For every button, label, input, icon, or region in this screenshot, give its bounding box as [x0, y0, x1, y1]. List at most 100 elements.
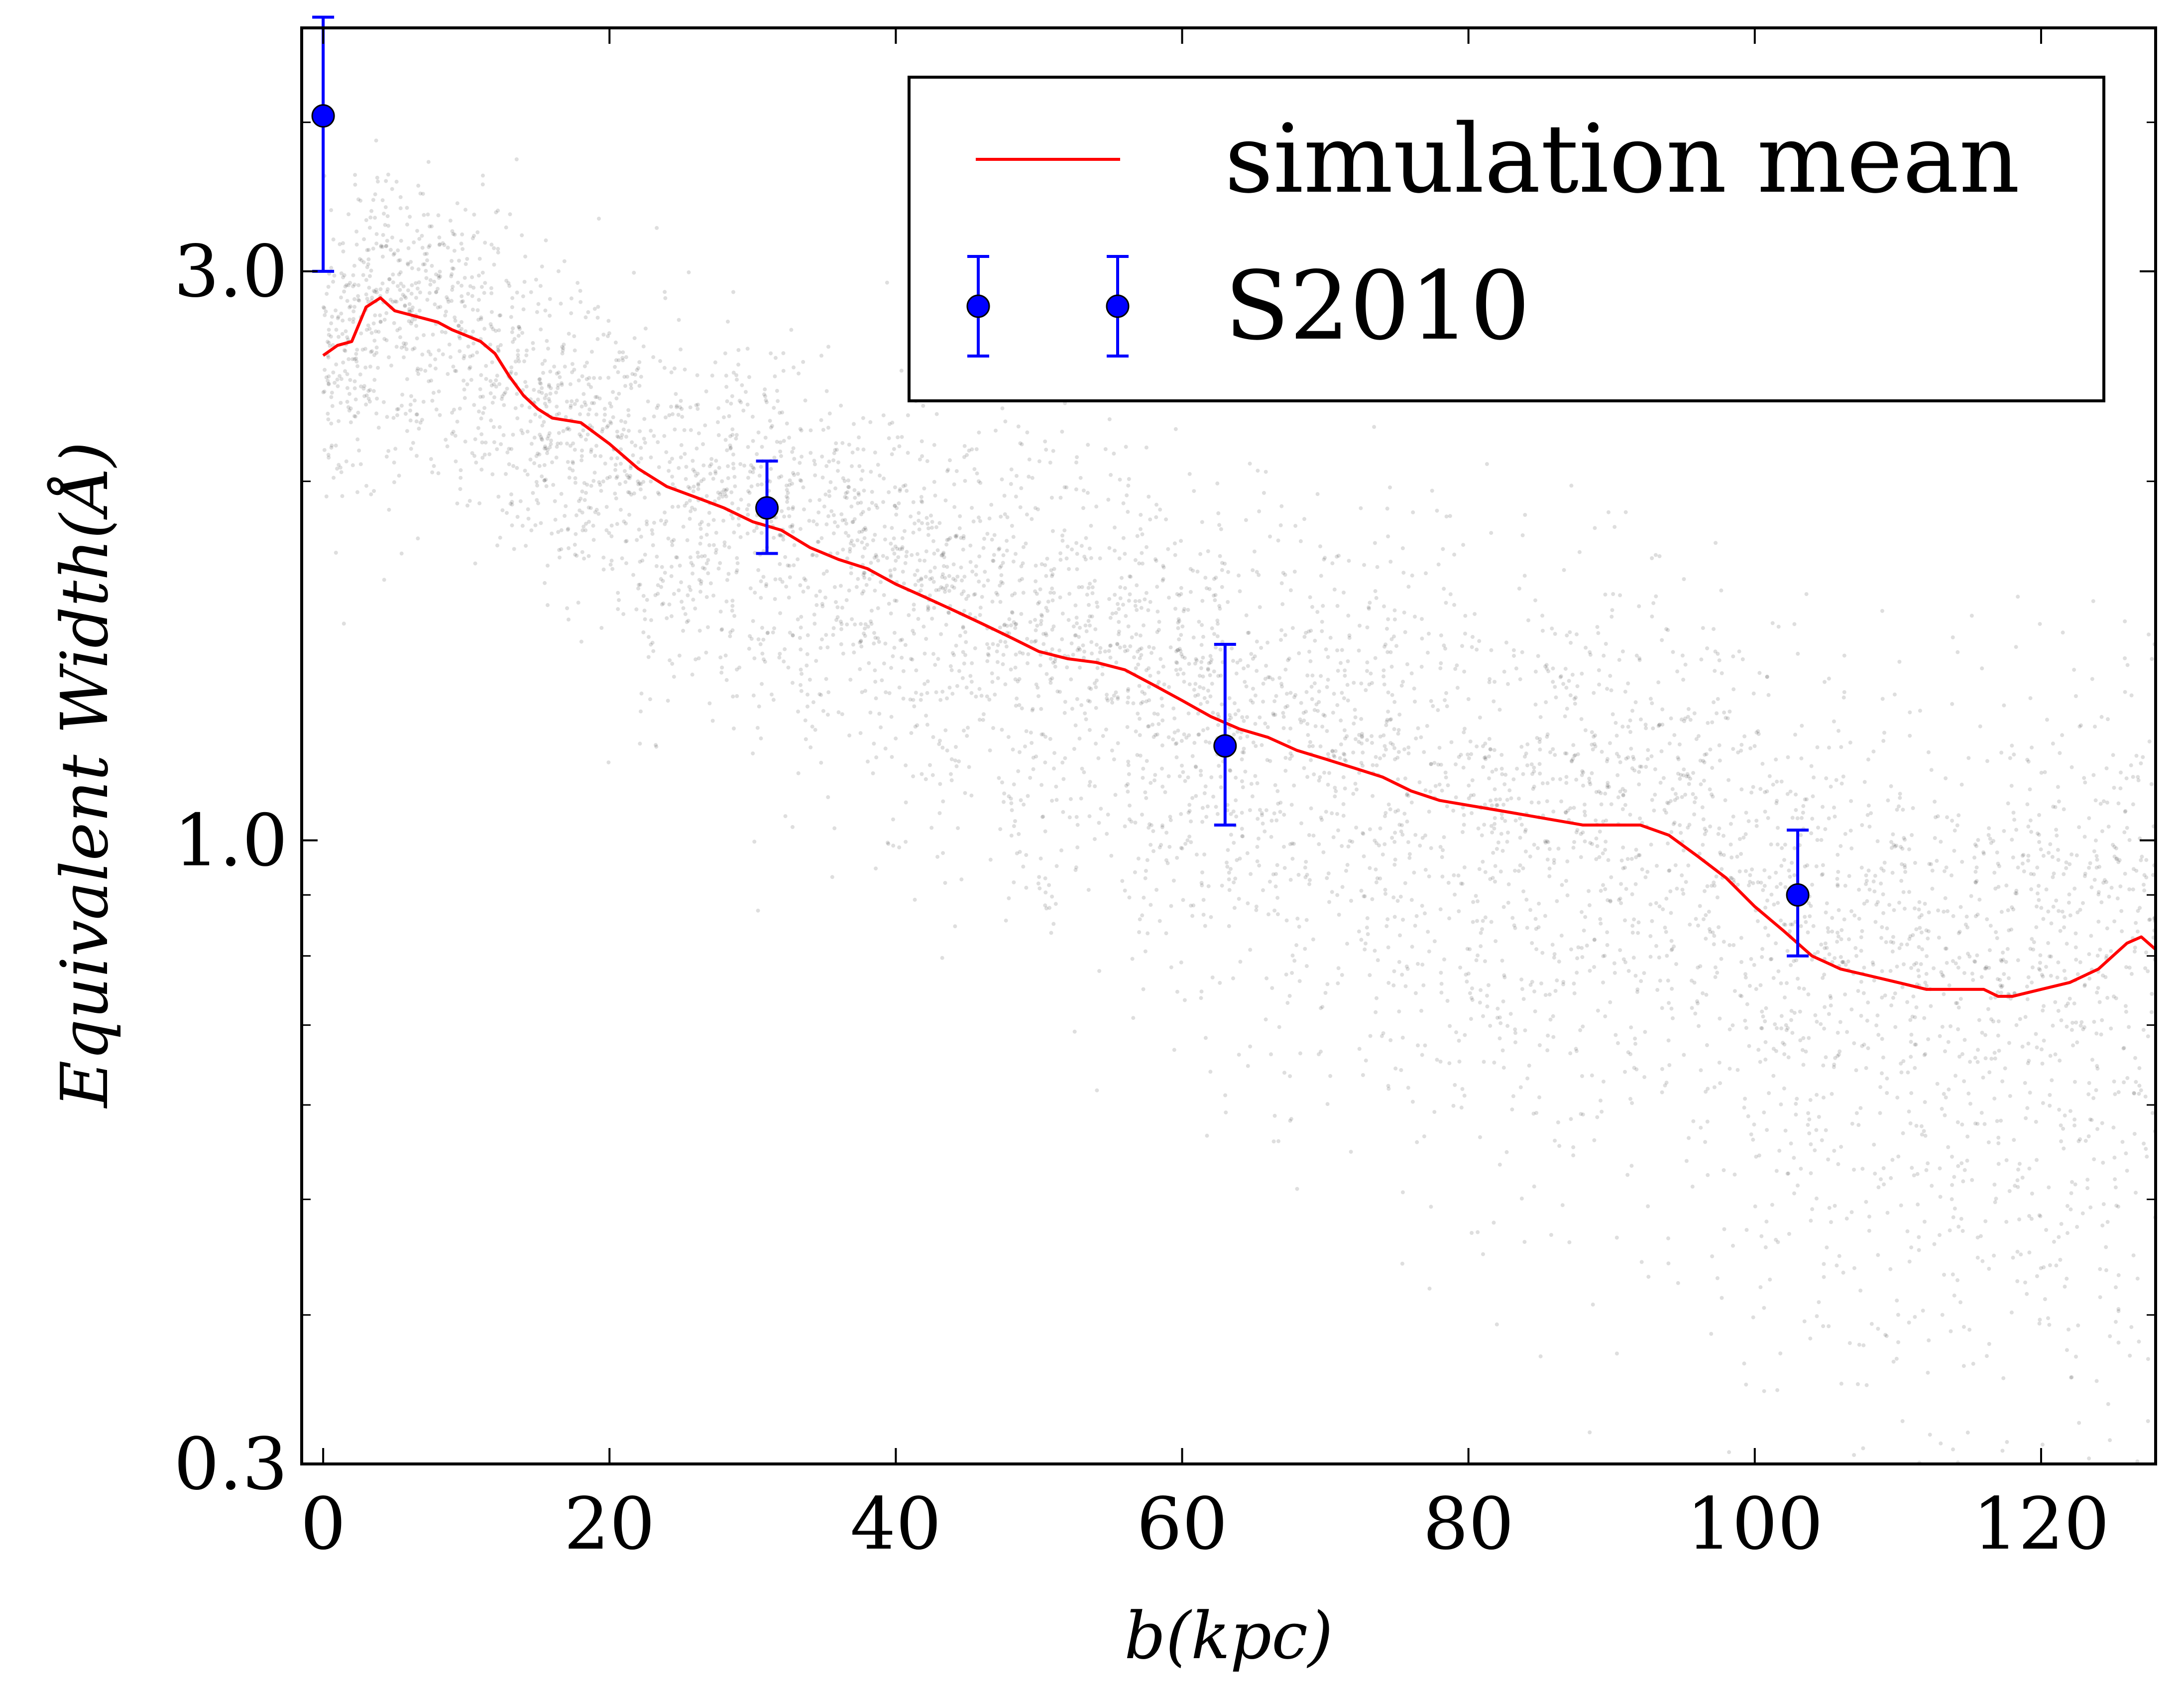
sightline-point — [1494, 939, 1498, 944]
sightline-point — [706, 522, 711, 527]
sightline-point — [1587, 776, 1592, 781]
sightline-point — [501, 433, 506, 437]
sightline-point — [1227, 888, 1232, 892]
sightline-point — [1769, 842, 1773, 847]
sightline-point — [1012, 620, 1016, 624]
sightline-point — [1478, 1000, 1482, 1005]
sightline-point — [1459, 752, 1463, 757]
sightline-point — [599, 626, 604, 630]
sightline-point — [1340, 885, 1345, 889]
sightline-point — [1148, 600, 1152, 604]
sightline-point — [1580, 1074, 1584, 1079]
sightline-point — [1063, 756, 1067, 760]
sightline-point — [791, 505, 795, 509]
sightline-point — [1900, 985, 1905, 989]
sightline-point — [777, 655, 782, 660]
sightline-point — [1168, 818, 1173, 823]
sightline-point — [402, 355, 406, 360]
sightline-point — [1439, 633, 1443, 637]
sightline-point — [1568, 630, 1572, 634]
sightline-point — [2037, 833, 2041, 837]
sightline-point — [1265, 758, 1269, 762]
sightline-point — [1361, 1073, 1365, 1077]
sightline-point — [1176, 617, 1181, 621]
sightline-point — [2134, 753, 2139, 758]
sightline-point — [441, 352, 445, 357]
sightline-point — [983, 570, 987, 574]
sightline-point — [524, 353, 529, 358]
sightline-point — [368, 388, 372, 392]
sightline-point — [351, 273, 355, 277]
sightline-point — [1626, 1050, 1630, 1055]
sightline-point — [1950, 873, 1954, 877]
sightline-point — [1506, 682, 1510, 686]
sightline-point — [383, 223, 387, 227]
sightline-point — [1960, 1229, 1965, 1233]
sightline-point — [1626, 755, 1630, 760]
sightline-point — [1909, 1040, 1913, 1044]
sightline-point — [865, 543, 869, 547]
sightline-point — [327, 333, 331, 337]
sightline-point — [1596, 631, 1601, 635]
sightline-point — [1400, 833, 1405, 837]
sightline-point — [959, 565, 963, 570]
sightline-point — [2081, 901, 2085, 905]
sightline-point — [957, 526, 962, 530]
sightline-point — [2134, 868, 2139, 873]
sightline-point — [848, 547, 852, 551]
sightline-point — [1984, 965, 1988, 969]
sightline-point — [596, 305, 600, 309]
sightline-point — [2075, 910, 2080, 915]
sightline-point — [2147, 632, 2151, 637]
sightline-point — [592, 471, 597, 475]
sightline-point — [1654, 901, 1658, 905]
sightline-point — [524, 384, 529, 389]
sightline-point — [1471, 635, 1475, 639]
sightline-point — [637, 583, 641, 587]
sightline-point — [1124, 614, 1128, 618]
sightline-point — [1591, 1302, 1595, 1307]
sightline-point — [345, 299, 349, 303]
sightline-point — [1630, 766, 1634, 770]
sightline-point — [1961, 1179, 1965, 1184]
sightline-point — [959, 877, 964, 882]
sightline-point — [579, 434, 583, 439]
sightline-point — [1500, 816, 1504, 821]
sightline-point — [1279, 581, 1284, 586]
sightline-point — [1876, 1033, 1881, 1037]
sightline-point — [548, 445, 552, 450]
sightline-point — [1317, 842, 1321, 847]
sightline-point — [1939, 970, 1944, 974]
sightline-point — [1909, 966, 1913, 970]
sightline-point — [1279, 628, 1284, 632]
sightline-point — [1961, 1364, 1966, 1368]
sightline-point — [2125, 1076, 2130, 1080]
sightline-point — [1701, 817, 1706, 822]
sightline-point — [521, 294, 525, 299]
sightline-point — [1149, 843, 1153, 847]
sightline-point — [1866, 803, 1871, 808]
sightline-point — [2095, 857, 2099, 862]
sightline-point — [1375, 565, 1379, 569]
sightline-point — [534, 480, 539, 484]
sightline-point — [413, 398, 417, 403]
sightline-point — [1272, 699, 1277, 704]
sightline-point — [2053, 1000, 2058, 1004]
sightline-point — [1726, 778, 1731, 782]
sightline-point — [2058, 1258, 2063, 1262]
sightline-point — [825, 645, 830, 650]
sightline-point — [1955, 650, 1960, 654]
sightline-point — [1885, 1091, 1889, 1095]
sightline-point — [2047, 1323, 2052, 1327]
sightline-point — [776, 399, 780, 403]
sightline-point — [1889, 784, 1893, 788]
sightline-point — [606, 760, 611, 765]
sightline-point — [1207, 587, 1212, 591]
sightline-point — [751, 693, 756, 698]
sightline-point — [1832, 1065, 1836, 1069]
sightline-point — [2075, 1040, 2079, 1045]
sightline-point — [815, 540, 820, 544]
sightline-point — [401, 341, 406, 346]
sightline-point — [887, 490, 891, 494]
sightline-point — [1744, 811, 1748, 815]
